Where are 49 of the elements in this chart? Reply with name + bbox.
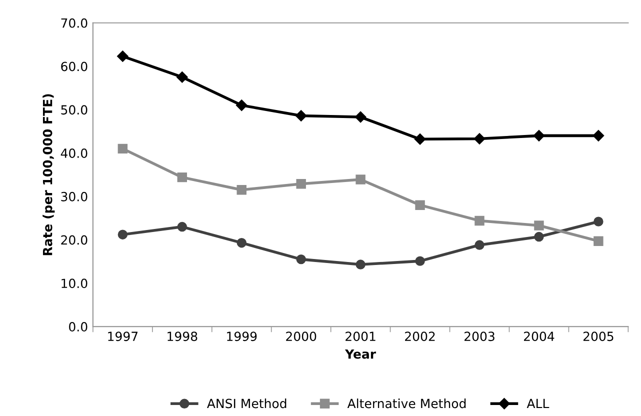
x-tick-label: 1997 (108, 332, 138, 342)
x-tick-label: 1998 (168, 332, 198, 342)
y-tick-label: 20.0 (61, 235, 88, 245)
x-tick-label: 2001 (346, 332, 376, 342)
point (117, 50, 128, 62)
x-tick-label: 2003 (464, 332, 494, 342)
point (534, 232, 544, 242)
point (592, 130, 604, 142)
point (296, 254, 306, 264)
y-tick-label: 60.0 (61, 62, 88, 72)
point (236, 238, 246, 248)
x-tick-label: 2002 (405, 332, 435, 342)
y-tick-label: 50.0 (61, 105, 88, 115)
point (356, 260, 366, 270)
point (474, 216, 484, 226)
x-tick-label: 2004 (524, 332, 554, 342)
point (415, 200, 425, 210)
point (176, 72, 188, 83)
y-tick-label: 0.0 (69, 322, 88, 332)
point (594, 236, 604, 246)
legend-label: Alternative Method (347, 398, 466, 408)
x-axis-title: Year (344, 349, 376, 359)
point (474, 240, 484, 250)
y-tick-label: 70.0 (61, 18, 88, 28)
y-axis-title: Rate (per 100,000 FTE) (42, 94, 55, 256)
legend-label: ANSI Method (207, 398, 286, 408)
point (356, 174, 366, 184)
legend-label: ALL (526, 398, 550, 408)
point (177, 172, 188, 182)
point (177, 222, 188, 232)
point (354, 111, 366, 123)
point (295, 110, 307, 122)
point (236, 185, 246, 195)
y-tick-label: 10.0 (62, 278, 88, 288)
point (594, 216, 604, 226)
point (474, 133, 486, 144)
point (534, 220, 544, 230)
y-tick-label: 30.0 (61, 192, 88, 202)
point (118, 230, 128, 240)
point (415, 256, 425, 266)
x-tick-label: 2005 (583, 332, 614, 342)
point (414, 134, 426, 145)
point (118, 144, 128, 154)
x-tick-label: 1999 (227, 332, 257, 342)
point (236, 100, 248, 111)
point (296, 178, 306, 189)
point (533, 130, 545, 142)
y-tick-label: 40.0 (60, 148, 88, 158)
x-tick-label: 2000 (286, 332, 316, 342)
